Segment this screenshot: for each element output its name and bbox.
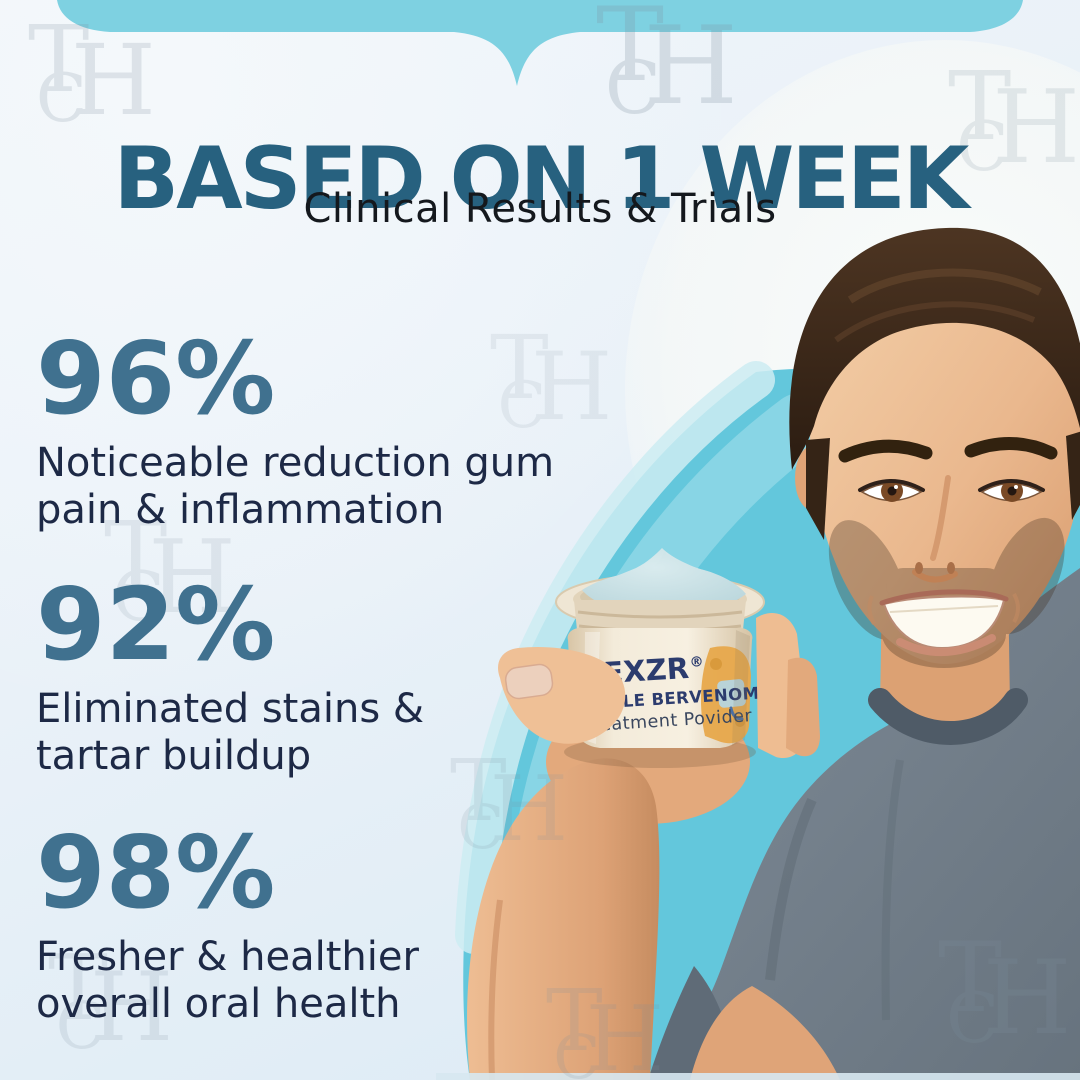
nose	[912, 475, 958, 583]
middle-finger	[786, 657, 820, 757]
eyebrow-right	[964, 437, 1058, 460]
photo-bottom-edge	[436, 1073, 1080, 1080]
upper-arm	[690, 986, 840, 1080]
eyebrow-left	[838, 439, 933, 463]
man-photo	[648, 227, 1080, 1080]
sideburn-right	[1066, 431, 1080, 520]
sideburn-left	[806, 438, 830, 540]
collar	[868, 688, 1028, 745]
ribbon-path	[57, 0, 1023, 86]
label-illustration	[700, 646, 751, 744]
smile	[867, 589, 1020, 656]
forearm	[467, 758, 660, 1080]
face	[810, 264, 1080, 664]
hair	[789, 227, 1080, 470]
holding-hand-front	[498, 613, 820, 759]
header-ribbon-shape	[57, 0, 1023, 86]
thumbnail	[504, 663, 554, 700]
eyes	[858, 479, 1045, 502]
